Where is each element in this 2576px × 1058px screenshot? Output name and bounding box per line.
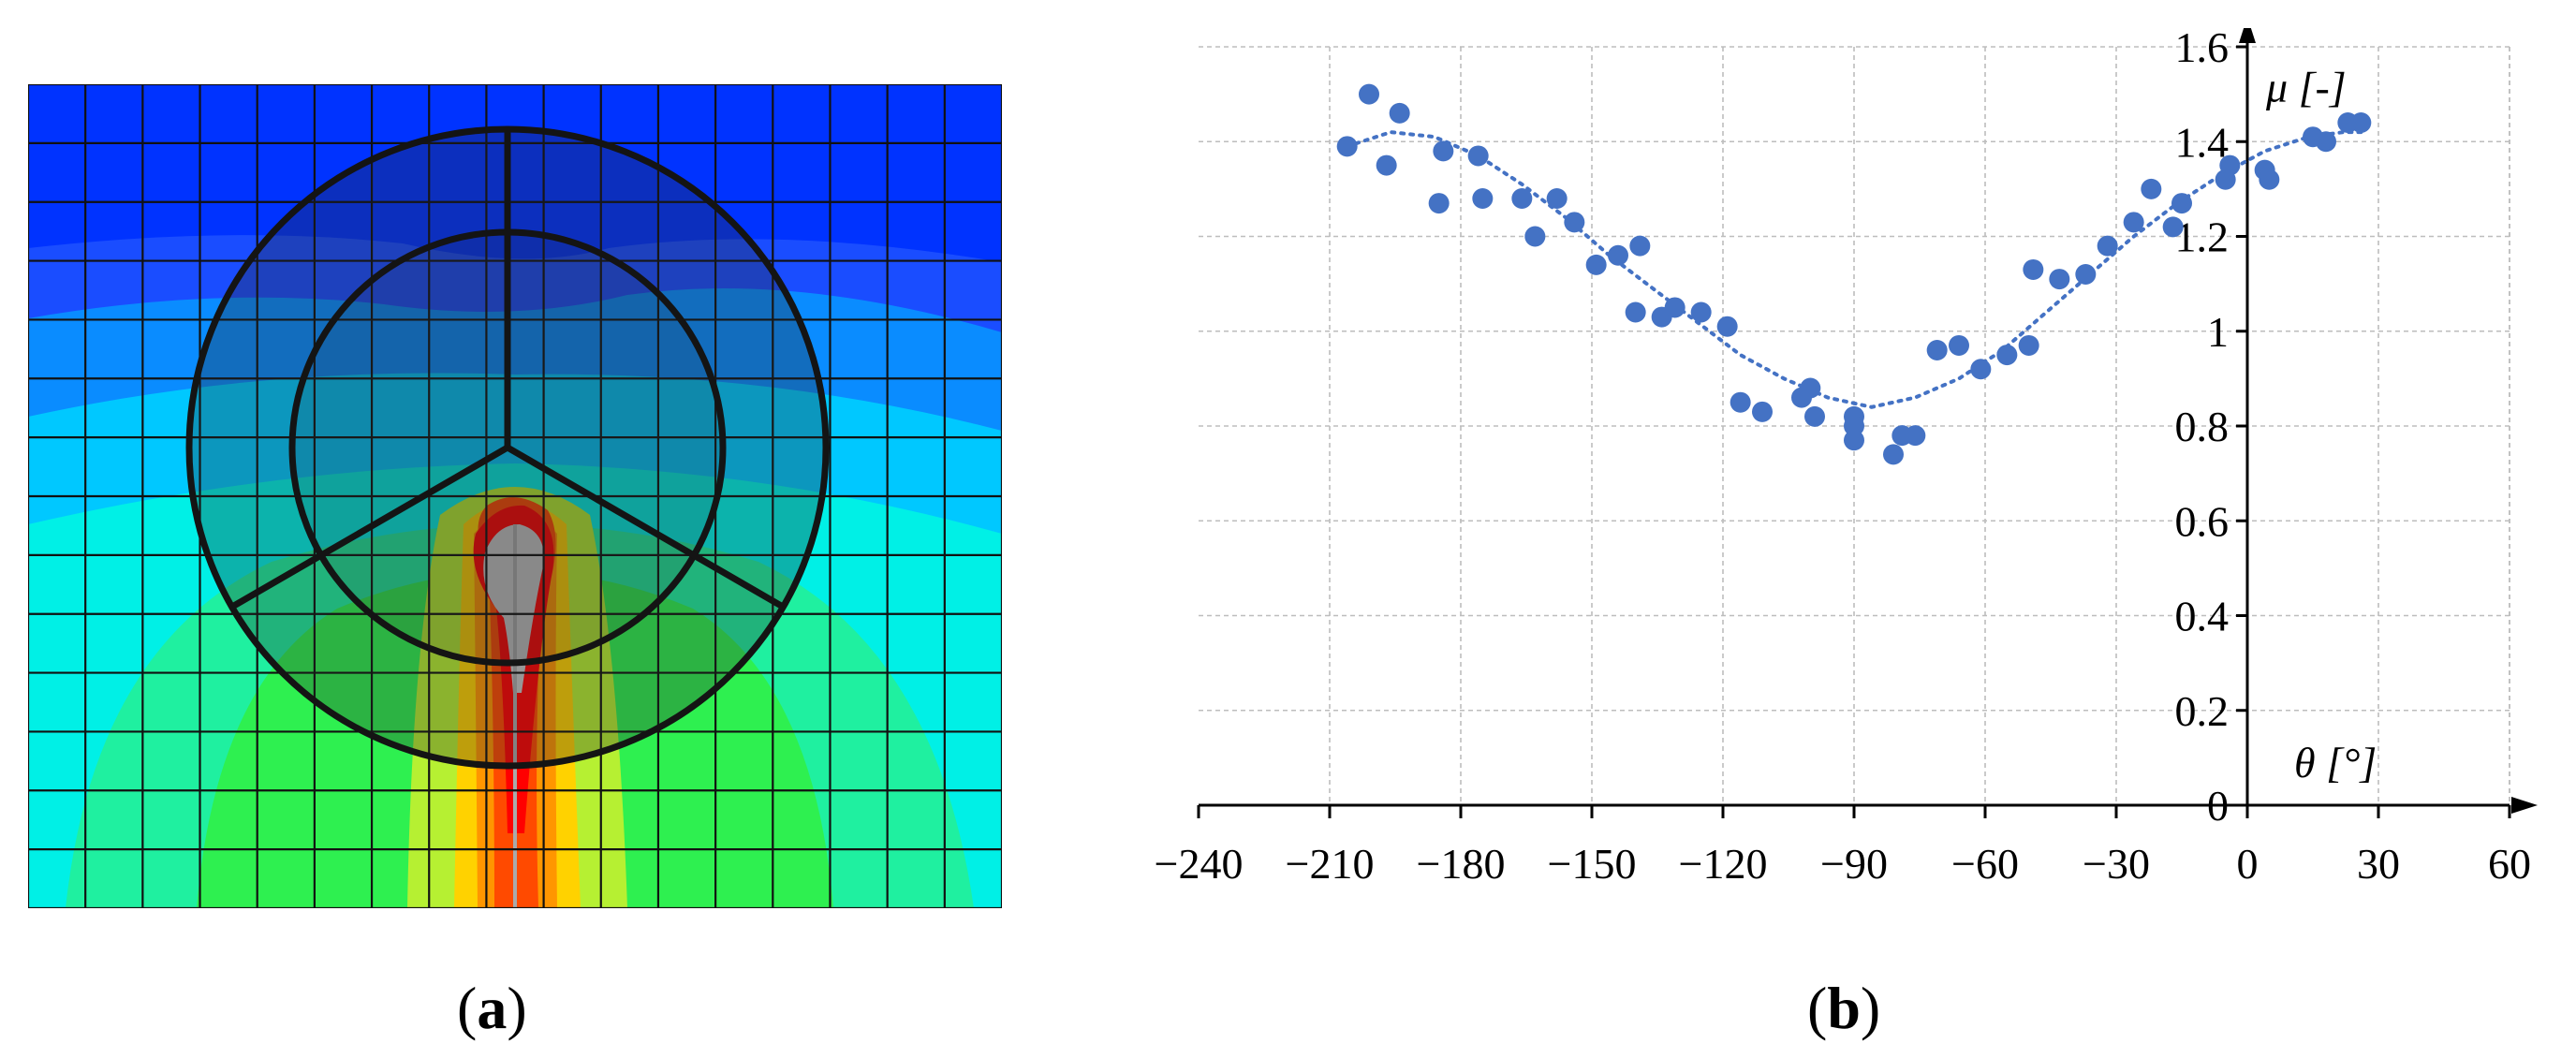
- data-point: [1716, 316, 1738, 337]
- scatter-chart: −240 −210 −180 −150 −120 −90 −60 −30 0 30 60 0 0.2 0.…: [1155, 17, 2538, 888]
- data-point: [1752, 401, 1773, 422]
- chart-axes: [1199, 17, 2538, 814]
- x-tick-label: −90: [1820, 840, 1888, 888]
- data-point: [1336, 136, 1358, 157]
- chart-ticks: −240 −210 −180 −150 −120 −90 −60 −30 0 30 60 0 0.2 0.…: [1155, 23, 2531, 888]
- x-tick-label: −180: [1417, 840, 1506, 888]
- data-point: [2350, 112, 2372, 133]
- data-point: [1949, 334, 1969, 356]
- x-tick-label: −210: [1286, 840, 1375, 888]
- data-point: [1585, 254, 1607, 275]
- x-tick-label: −30: [2083, 840, 2150, 888]
- data-point: [1511, 188, 1533, 209]
- radial-divider-right: [506, 444, 785, 610]
- data-points: [1336, 83, 2372, 465]
- data-point: [1467, 145, 1489, 167]
- chart-grid: [1199, 46, 2510, 805]
- panel-label-b: (b): [1807, 975, 1881, 1041]
- data-point: [1883, 444, 1904, 465]
- data-point: [1996, 345, 2018, 366]
- data-point: [1664, 297, 1685, 318]
- x-tick-label: −150: [1548, 840, 1637, 888]
- data-point: [1690, 301, 1712, 323]
- y-tick-label: 1: [2207, 308, 2229, 356]
- x-tick-label: −240: [1155, 840, 1244, 888]
- data-point: [2049, 269, 2070, 290]
- data-point: [1625, 301, 1646, 323]
- data-point: [1800, 377, 1821, 399]
- x-tick-label: −120: [1679, 840, 1768, 888]
- data-point: [1905, 425, 1926, 447]
- x-tick-label: −60: [1951, 840, 2019, 888]
- x-tick-label: 0: [2237, 840, 2259, 888]
- contour-map: [26, 82, 1004, 910]
- data-point: [1844, 416, 1864, 436]
- x-axis-arrow: [2511, 797, 2538, 814]
- data-point: [2097, 235, 2118, 257]
- x-tick-label: 60: [2488, 840, 2531, 888]
- data-point: [1389, 102, 1410, 124]
- data-point: [2018, 334, 2039, 356]
- panel-label-a: (a): [457, 975, 527, 1041]
- sampling-zones: [185, 125, 830, 770]
- data-point: [1359, 83, 1379, 105]
- data-point: [2123, 212, 2144, 233]
- data-point: [1376, 154, 1397, 176]
- data-point: [1524, 226, 1546, 247]
- y-tick-label: 1.6: [2175, 28, 2230, 71]
- data-point: [2259, 169, 2280, 190]
- contour-panel: [26, 82, 1004, 910]
- data-point: [1730, 391, 1751, 413]
- x-axis-label: θ [°]: [2294, 739, 2377, 786]
- x-tick-label: 30: [2357, 840, 2400, 888]
- data-point: [2162, 216, 2184, 238]
- y-axis-arrow: [2239, 17, 2256, 43]
- y-tick-label: 1.2: [2175, 213, 2230, 261]
- data-point: [1546, 188, 1568, 209]
- data-point: [1433, 140, 1454, 162]
- data-point: [1844, 430, 1864, 451]
- data-point: [2023, 258, 2044, 280]
- radial-divider-left: [230, 444, 509, 610]
- data-point: [1564, 212, 1585, 233]
- y-tick-label: 1.4: [2175, 118, 2230, 166]
- data-point: [1608, 244, 1628, 266]
- contour-bands: [28, 84, 1002, 908]
- data-point: [2075, 264, 2097, 285]
- data-point: [1428, 193, 1450, 214]
- scatter-panel: −240 −210 −180 −150 −120 −90 −60 −30 0 30 60 0 0.2 0.…: [1105, 17, 2566, 927]
- y-tick-label: 0.4: [2175, 593, 2230, 640]
- data-point: [1970, 359, 1992, 380]
- y-tick-label: 0.6: [2175, 497, 2230, 545]
- y-tick-label: 0.2: [2175, 687, 2230, 735]
- y-tick-label: 0: [2207, 782, 2229, 830]
- data-point: [1472, 188, 1494, 209]
- data-point: [2219, 154, 2241, 176]
- data-point: [2171, 193, 2192, 214]
- y-tick-label: 0.8: [2175, 403, 2230, 450]
- data-point: [2316, 131, 2336, 153]
- data-point: [1629, 235, 1651, 257]
- data-point: [1804, 405, 1825, 427]
- y-axis-label: μ [-]: [2265, 64, 2347, 111]
- data-point: [2141, 178, 2162, 199]
- data-point: [1926, 340, 1948, 360]
